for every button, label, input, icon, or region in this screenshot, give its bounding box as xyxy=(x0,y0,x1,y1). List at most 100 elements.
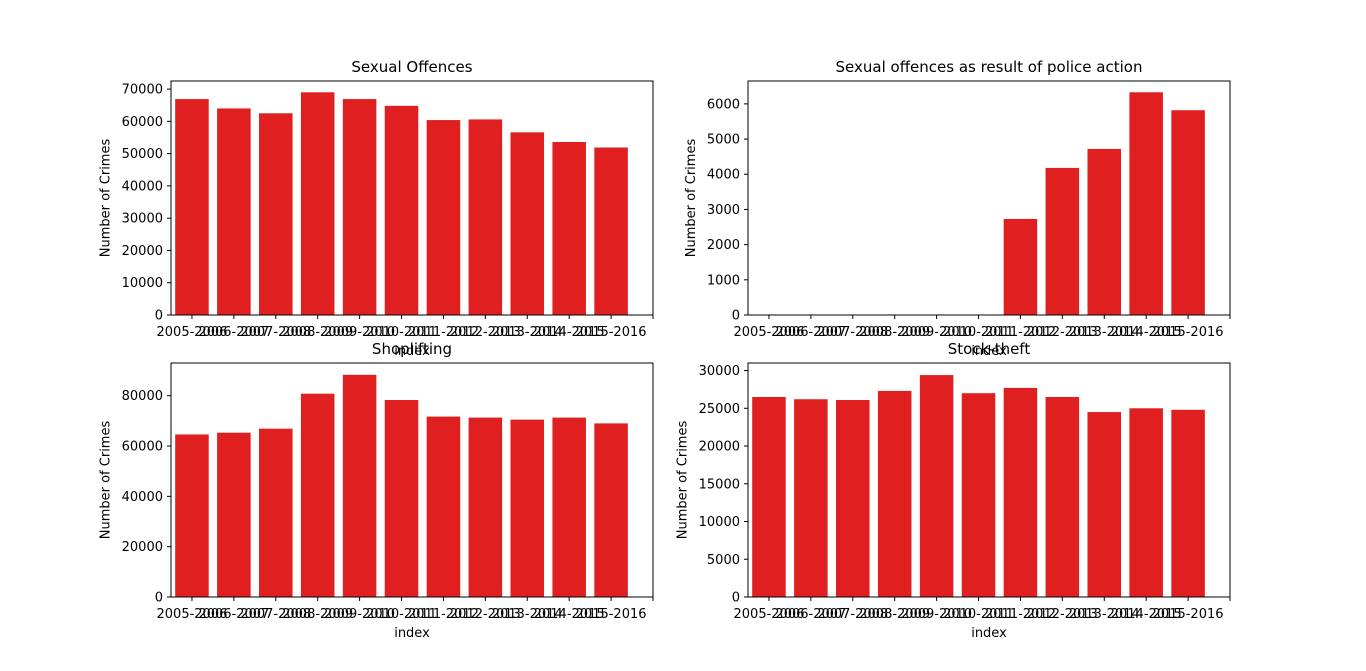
x-tick-label: 2010-2011 xyxy=(366,325,437,340)
y-tick-label: 40000 xyxy=(122,490,163,505)
bar xyxy=(1003,387,1038,597)
x-tick-label: 2015-2016 xyxy=(1153,325,1224,340)
bar xyxy=(468,119,503,315)
bar xyxy=(961,393,996,597)
x-tick-label: 2005-2006 xyxy=(734,607,805,622)
x-tick-label: 2005-2006 xyxy=(157,325,228,340)
bar xyxy=(919,375,954,597)
y-axis-label: Number of Crimes xyxy=(676,421,691,540)
x-tick-label: 2010-2011 xyxy=(943,325,1014,340)
x-tick-label: 2015-2016 xyxy=(576,607,647,622)
bar xyxy=(300,393,335,597)
x-tick-label: 2008-2009 xyxy=(282,607,353,622)
chart-title: Sexual Offences xyxy=(351,58,472,76)
bar xyxy=(426,416,461,597)
bar xyxy=(384,399,419,597)
subplot-4: 0500010000150002000025000300002005-20062… xyxy=(676,340,1231,641)
axes-frame xyxy=(747,362,1231,598)
bar xyxy=(175,99,209,315)
y-tick-label: 5000 xyxy=(707,553,740,568)
bar xyxy=(384,105,419,315)
axes-frame xyxy=(170,80,654,316)
bar xyxy=(175,434,209,597)
bar xyxy=(1129,92,1163,315)
bar xyxy=(752,396,786,597)
chart-title: Shoplifting xyxy=(372,340,452,358)
bar xyxy=(510,132,545,315)
bar xyxy=(552,142,586,315)
x-tick-label: 2012-2013 xyxy=(450,325,521,340)
y-axis-label: Number of Crimes xyxy=(684,139,699,258)
bar xyxy=(1003,218,1038,315)
y-tick-label: 1000 xyxy=(707,273,740,288)
bar xyxy=(217,108,251,316)
x-tick-label: 2009-2010 xyxy=(324,607,395,622)
x-tick-label: 2014-2015 xyxy=(1111,607,1182,622)
bar xyxy=(1171,110,1205,315)
bar xyxy=(1045,167,1080,315)
x-tick-label: 2011-2012 xyxy=(408,325,479,340)
x-tick-label: 2006-2007 xyxy=(198,607,269,622)
subplot-2: 0 1000 2000 3000 4000 5000 6000 2005-20062006-2… xyxy=(684,58,1231,359)
y-axis-label: Number of Crimes xyxy=(99,139,114,258)
y-tick-label: 10000 xyxy=(699,515,740,530)
x-tick-label: 2010-2011 xyxy=(366,607,437,622)
x-tick-label: 2006-2007 xyxy=(775,607,846,622)
x-tick-label: 2014-2015 xyxy=(1111,325,1182,340)
x-tick-label: 2006-2007 xyxy=(198,325,269,340)
bar xyxy=(217,432,251,597)
y-tick-label: 0 xyxy=(155,591,163,606)
x-tick-label: 2007-2008 xyxy=(240,325,311,340)
subplot-3: 0200004000060000800002005-20062006-20072… xyxy=(99,340,654,641)
x-tick-label: 2013-2014 xyxy=(492,325,563,340)
bar xyxy=(1045,396,1080,597)
x-tick-label: 2014-2015 xyxy=(534,325,605,340)
bar xyxy=(794,399,828,597)
x-tick-label: 2015-2016 xyxy=(1153,607,1224,622)
subplot-1: 0 10000 20000 30000 40000 50000 60000 70000 2005… xyxy=(99,58,654,359)
x-tick-label: 2013-2014 xyxy=(1069,607,1140,622)
bar xyxy=(594,147,628,315)
x-tick-label: 2013-2014 xyxy=(492,607,563,622)
x-tick-label: 2011-2012 xyxy=(985,607,1056,622)
x-tick-label: 2009-2010 xyxy=(901,607,972,622)
x-tick-label: 2008-2009 xyxy=(859,325,930,340)
y-tick-label: 30000 xyxy=(699,364,740,379)
bar xyxy=(1129,408,1163,597)
y-tick-label: 4000 xyxy=(707,168,740,183)
bar xyxy=(510,419,545,597)
x-axis-label: index xyxy=(971,344,1007,359)
x-tick-label: 2015-2016 xyxy=(576,325,647,340)
x-tick-label: 2009-2010 xyxy=(901,325,972,340)
x-axis-label: index xyxy=(394,626,430,641)
bar xyxy=(1171,409,1205,597)
y-tick-label: 6000 xyxy=(707,97,740,112)
axes-frame xyxy=(747,80,1231,316)
bar xyxy=(342,99,377,315)
x-tick-label: 2007-2008 xyxy=(817,325,888,340)
bar xyxy=(1087,148,1122,315)
bar xyxy=(259,428,293,597)
x-tick-label: 2005-2006 xyxy=(734,325,805,340)
x-tick-label: 2010-2011 xyxy=(943,607,1014,622)
y-tick-label: 0 xyxy=(732,309,740,324)
y-tick-label: 70000 xyxy=(122,83,163,98)
bar xyxy=(426,120,461,315)
x-tick-label: 2012-2013 xyxy=(1027,325,1098,340)
bar xyxy=(300,92,335,315)
chart-title: Sexual offences as result of police acti… xyxy=(836,58,1143,76)
y-tick-label: 30000 xyxy=(122,212,163,227)
y-axis-label: Number of Crimes xyxy=(99,421,114,540)
x-tick-label: 2014-2015 xyxy=(534,607,605,622)
bar xyxy=(594,423,628,597)
x-tick-label: 2008-2009 xyxy=(859,607,930,622)
y-tick-label: 0 xyxy=(732,591,740,606)
x-axis-label: index xyxy=(971,626,1007,641)
y-tick-label: 0 xyxy=(155,309,163,324)
y-tick-label: 20000 xyxy=(122,244,163,259)
chart-title: Stock-theft xyxy=(948,340,1031,358)
y-tick-label: 60000 xyxy=(122,115,163,130)
bar xyxy=(468,417,503,597)
x-tick-label: 2009-2010 xyxy=(324,325,395,340)
